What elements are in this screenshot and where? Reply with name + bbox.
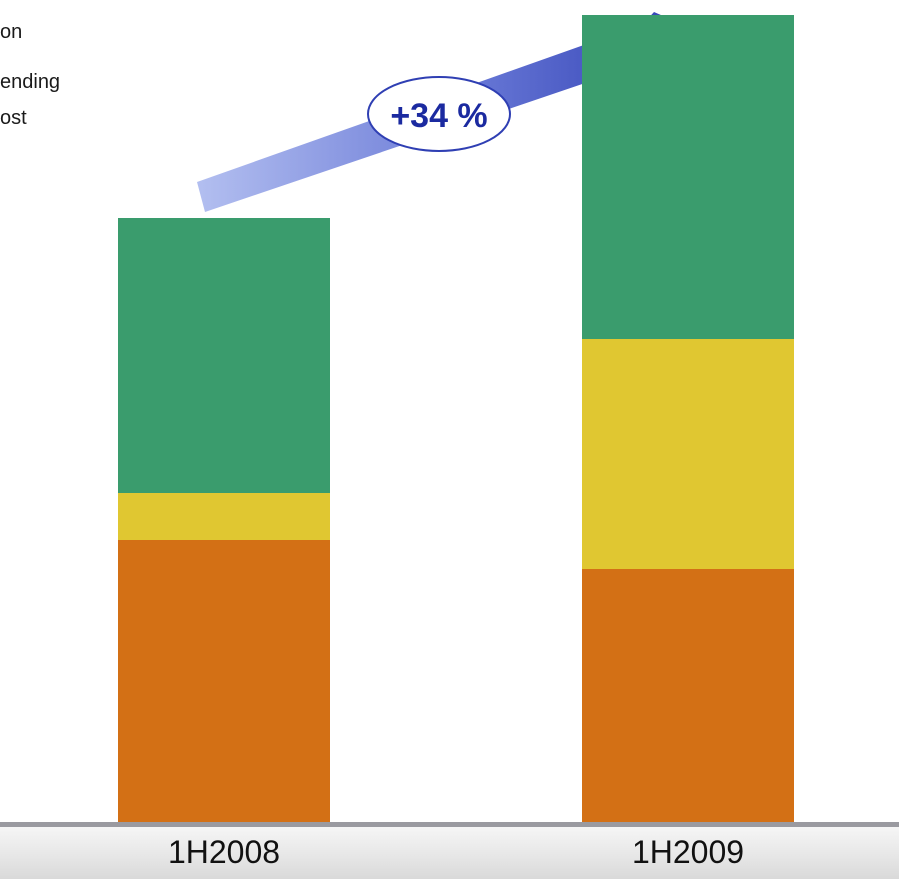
bar-1h2009-segment-2: [582, 339, 794, 569]
legend-fragment-1: on: [0, 21, 23, 43]
legend-fragment-2: ending: [0, 71, 61, 93]
bar-1h2008-segment-3: [118, 218, 330, 493]
bar-1h2009-segment-1: [582, 569, 794, 822]
growth-label: +34 %: [390, 97, 487, 135]
bar-1h2008-segment-2: [118, 493, 330, 540]
category-label-1h2008: 1H2008: [167, 834, 281, 870]
legend-fragment-3: ost: [0, 107, 27, 129]
bar-1h2009-segment-3: [582, 15, 794, 339]
growth-badge: [367, 76, 511, 152]
axis-line: [0, 822, 899, 827]
category-axis: [0, 824, 899, 879]
category-label-1h2009: 1H2009: [631, 834, 745, 870]
bar-1h2008-segment-1: [118, 540, 330, 822]
